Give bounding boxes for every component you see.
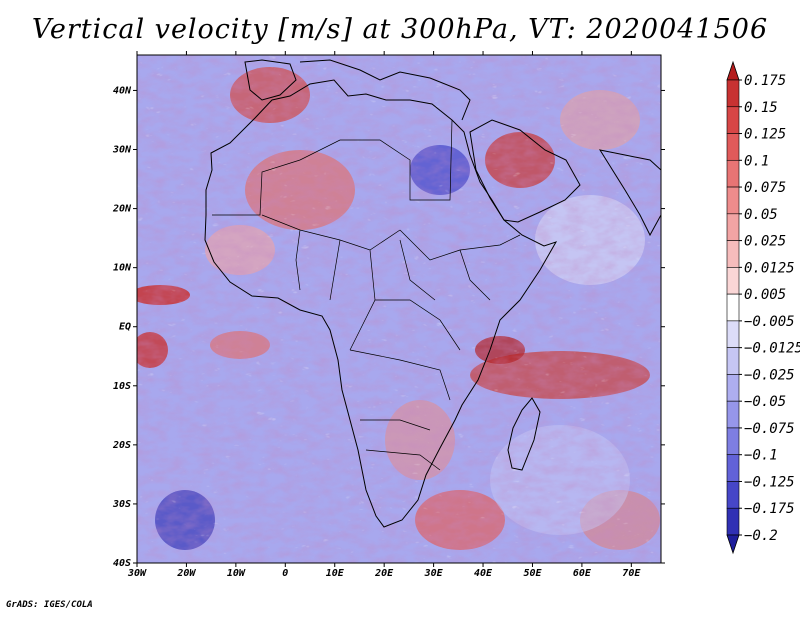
colorbar-segment: [726, 186, 740, 215]
colorbar-segment: [726, 159, 740, 188]
colorbar-label: 0.175: [744, 73, 786, 89]
colorbar-segment: [726, 133, 740, 161]
colorbar-label: 0.025: [744, 234, 786, 250]
lon-label: 60E: [573, 568, 592, 579]
lon-label: 70E: [622, 568, 641, 579]
colorbar-segment: [726, 400, 740, 429]
lat-label: 20S: [112, 440, 131, 451]
field-contour-lines: [137, 55, 661, 563]
coastlines-and-borders: [204, 59, 661, 528]
arabia-coastline: [469, 119, 581, 223]
country-borders: [212, 119, 521, 471]
lon-label: 30W: [127, 568, 147, 579]
lat-label: 40N: [113, 85, 132, 96]
colorbar-label: 0.15: [744, 100, 778, 116]
colorbar-label: −0.025: [744, 367, 795, 383]
colorbar-segment: [726, 293, 740, 322]
colorbar-segment: [726, 213, 740, 241]
chart-title: Vertical velocity [m/s] at 300hPa, VT: 2…: [31, 14, 769, 45]
madagascar-coastline: [507, 397, 541, 471]
lon-label: 50E: [523, 568, 542, 579]
lat-label: 10S: [113, 381, 131, 392]
lat-label: 20N: [112, 204, 132, 215]
lon-label: 20E: [374, 568, 394, 579]
footer-credit: GrADS: IGES/COLA: [6, 600, 93, 610]
lon-label: 10E: [326, 568, 345, 579]
colorbar-label: −0.125: [744, 474, 795, 490]
colorbar-label: 0.075: [744, 180, 786, 196]
lon-label: 0: [282, 568, 288, 579]
colorbar-segment: [726, 454, 740, 482]
colorbar-label: −0.05: [744, 394, 786, 410]
colorbar-label: −0.075: [744, 421, 795, 437]
lat-label: 30N: [112, 145, 132, 156]
map-frame: [136, 54, 662, 564]
colorbar-segment: [726, 267, 740, 295]
colorbar-label: −0.2: [744, 528, 778, 544]
lat-label: 10N: [113, 263, 132, 274]
colorbar-label: −0.005: [744, 314, 795, 330]
india-coastline: [598, 149, 661, 237]
colorbar: 0.175 0.15 0.125 0.1 0.075 0.05 0.025 0.0125 0.0…: [726, 60, 800, 555]
lon-label: 20W: [176, 568, 196, 579]
iberia-coastline: [244, 59, 297, 101]
lon-label: 40E: [474, 568, 493, 579]
colorbar-top-arrow: [726, 60, 740, 81]
africa-coastline: [204, 79, 558, 528]
colorbar-segment: [726, 481, 740, 509]
colorbar-segment: [726, 507, 740, 536]
lon-label: 10W: [227, 568, 246, 579]
colorbar-label: 0.125: [744, 127, 786, 143]
colorbar-bottom-arrow: [726, 534, 740, 555]
map-plot-area: [137, 55, 661, 563]
colorbar-segment: [726, 320, 740, 348]
colorbar-segment: [726, 106, 740, 134]
colorbar-segment: [726, 79, 740, 108]
colorbar-label: −0.175: [744, 501, 795, 517]
colorbar-segment: [726, 374, 740, 402]
colorbar-label: 0.05: [744, 207, 778, 223]
lon-label: 30E: [424, 568, 444, 579]
colorbar-label: 0.005: [744, 287, 786, 303]
lat-label: 40S: [113, 558, 131, 569]
lat-label: EQ: [119, 322, 131, 333]
colorbar-label: −0.1: [744, 448, 778, 464]
colorbar-segment: [726, 427, 740, 456]
colorbar-label: −0.0125: [744, 341, 800, 357]
colorbar-segment: [726, 240, 740, 268]
lat-label: 30S: [112, 499, 131, 510]
colorbar-segment: [726, 347, 740, 375]
colorbar-label: 0.0125: [744, 260, 795, 276]
colorbar-label: 0.1: [744, 153, 769, 169]
mediterranean-north-coast: [299, 59, 471, 121]
